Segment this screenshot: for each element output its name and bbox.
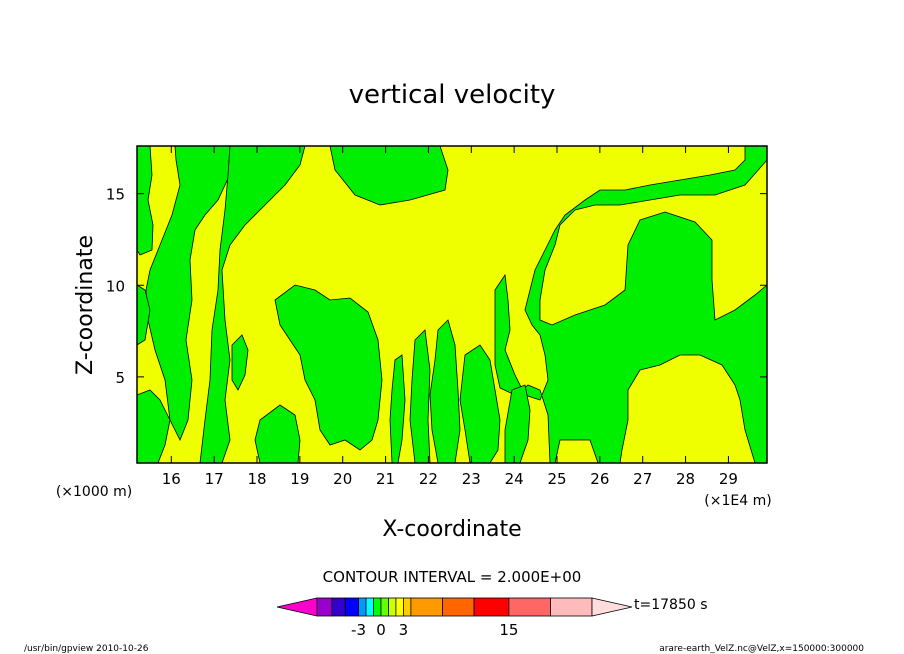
contour-region — [254, 404, 301, 464]
x-tick-label: 21 — [376, 470, 395, 488]
y-tick-label: 10 — [106, 277, 125, 295]
x-axis-ticks: 16 17 18 19 20 21 22 23 24 25 26 27 28 29 — [162, 146, 738, 488]
colorbar-bin — [358, 597, 367, 617]
x-tick-label: 25 — [547, 470, 566, 488]
x-tick-label: 29 — [719, 470, 738, 488]
y-axis-label: Z-coordinate — [73, 235, 98, 375]
x-tick-label: 19 — [290, 470, 309, 488]
contour-region — [459, 344, 501, 464]
colorbar-bin — [403, 597, 412, 617]
colorbar-bin — [316, 597, 333, 617]
contour-region — [274, 284, 383, 451]
colorbar — [276, 597, 633, 617]
y-tick-label: 15 — [106, 186, 125, 204]
x-tick-label: 20 — [333, 470, 352, 488]
colorbar-bin — [344, 597, 359, 617]
footer-right: arare-earth_VelZ.nc@VelZ,x=150000:300000 — [659, 644, 864, 654]
footer-left: /usr/bin/gpview 2010-10-26 — [24, 644, 149, 654]
colorbar-labels: -3 0 3 15 — [351, 621, 518, 639]
x-tick-label: 17 — [205, 470, 224, 488]
colorbar-bin — [410, 597, 443, 617]
contour-interval-text: CONTOUR INTERVAL = 2.000E+00 — [323, 568, 582, 586]
colorbar-bin — [550, 597, 593, 617]
contour-region — [504, 384, 531, 464]
time-label: t=17850 s — [634, 597, 708, 613]
y-axis-ticks: 5 10 15 — [106, 186, 767, 387]
x-tick-label: 27 — [633, 470, 652, 488]
colorbar-min-arrow — [276, 597, 318, 617]
colorbar-bin — [388, 597, 397, 617]
colorbar-bin — [442, 597, 475, 617]
x-tick-label: 28 — [676, 470, 695, 488]
x-unit-left: (×1000 m) — [56, 484, 132, 500]
contour-region — [145, 145, 233, 441]
colorbar-tick-label: 15 — [499, 621, 518, 639]
y-tick-label: 5 — [115, 369, 125, 387]
plot-area: 16 17 18 19 20 21 22 23 24 25 26 27 28 29 5 10 15 — [106, 145, 768, 488]
colorbar-tick-label: 0 — [376, 621, 386, 639]
colorbar-bin — [380, 597, 389, 617]
colorbar-tick-label: 3 — [399, 621, 409, 639]
x-tick-label: 16 — [162, 470, 181, 488]
contour-regions — [136, 145, 768, 464]
colorbar-bin — [365, 597, 374, 617]
colorbar-bin — [473, 597, 510, 617]
chart-title: vertical velocity — [349, 80, 556, 110]
colorbar-max-arrow — [591, 597, 633, 617]
contour-region — [199, 145, 306, 464]
x-tick-label: 23 — [462, 470, 481, 488]
colorbar-bin — [508, 597, 551, 617]
x-tick-label: 26 — [590, 470, 609, 488]
x-tick-label: 22 — [419, 470, 438, 488]
x-axis-label: X-coordinate — [382, 517, 521, 542]
colorbar-bin — [395, 597, 404, 617]
colorbar-bin — [331, 597, 346, 617]
contour-region — [231, 334, 249, 391]
contour-region — [136, 145, 154, 256]
colorbar-bin — [373, 597, 382, 617]
plot-frame — [136, 145, 768, 464]
x-tick-label: 24 — [505, 470, 524, 488]
x-unit-right: (×1E4 m) — [704, 493, 771, 509]
colorbar-tick-label: -3 — [351, 621, 366, 639]
x-tick-label: 18 — [247, 470, 266, 488]
